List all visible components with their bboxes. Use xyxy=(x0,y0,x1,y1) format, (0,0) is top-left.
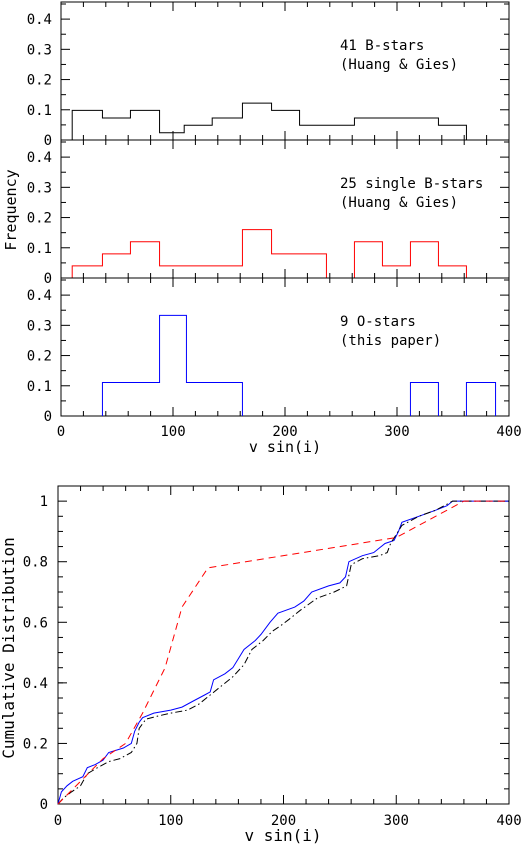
x-tick-label: 200 xyxy=(271,813,296,829)
y-tick-label: 0.8 xyxy=(23,555,48,571)
y-tick-label: 0.2 xyxy=(27,211,52,227)
x-tick-label: 400 xyxy=(496,424,521,440)
cumulative-figure: 0 0.2 0.4 0.6 0.8 1 0 100 200 300 400 v sin(i) Cumul… xyxy=(0,485,522,845)
histogram-step-line xyxy=(71,229,467,278)
x-tick-label: 100 xyxy=(160,424,185,440)
x-tick-label: 400 xyxy=(496,813,521,829)
cdf-frame xyxy=(57,485,510,805)
y-tick-label: 0.1 xyxy=(27,379,52,395)
y-tick-label: 0.3 xyxy=(27,42,52,58)
y-tick-label: 0.3 xyxy=(27,180,52,196)
x-tick-label: 300 xyxy=(384,424,409,440)
x-tick-label: 200 xyxy=(272,424,297,440)
y-tick-label: 0 xyxy=(40,797,48,813)
cdf-series-line-3 xyxy=(57,500,509,805)
panel-label: 9 O-stars xyxy=(340,314,416,330)
histogram-panel-2: 0 0.1 0.2 0.3 0.4 25 single B-stars (Huang & G… xyxy=(27,139,510,287)
y-tick-label: 0.1 xyxy=(27,241,52,257)
histogram-panel-1: 0 0.1 0.2 0.3 0.4 41 B-stars (Huang & Gies) xyxy=(27,1,510,149)
y-tick-label: 0.4 xyxy=(27,150,52,166)
panel-label: 41 B-stars xyxy=(340,38,424,54)
x-tick-label: 100 xyxy=(158,813,183,829)
y-axis-label: Cumulative Distribution xyxy=(0,537,18,759)
x-tick-label: 300 xyxy=(384,813,409,829)
y-tick-label: 0.2 xyxy=(27,349,52,365)
y-tick-label: 0.1 xyxy=(27,103,52,119)
y-tick-label: 0.4 xyxy=(27,288,52,304)
histogram-step-line xyxy=(101,314,497,416)
x-axis-label: v sin(i) xyxy=(249,438,321,456)
histogram-figure: 00.10.20.30.441 B-stars(Huang & Gies)00.… xyxy=(2,1,522,456)
cdf-series-line-2 xyxy=(57,500,509,805)
panel-label: (Huang & Gies) xyxy=(340,195,458,211)
y-tick-label: 1 xyxy=(40,494,48,510)
y-tick-label: 0 xyxy=(44,271,52,287)
x-axis-label: v sin(i) xyxy=(244,826,321,845)
panel-label: 25 single B-stars xyxy=(340,176,483,192)
panel-label: (this paper) xyxy=(340,333,441,349)
y-tick-label: 0.4 xyxy=(23,676,48,692)
panel-frame xyxy=(60,277,510,417)
y-tick-label: 0 xyxy=(44,409,52,425)
y-tick-label: 0.2 xyxy=(27,73,52,89)
panel-label: (Huang & Gies) xyxy=(340,57,458,73)
y-tick-label: 0.3 xyxy=(27,318,52,334)
histogram-step-line xyxy=(71,102,467,140)
cdf-series-line-1 xyxy=(57,500,509,805)
y-tick-label: 0.6 xyxy=(23,615,48,631)
histogram-panel-3: 0 0.1 0.2 0.3 0.4 9 O-stars (this paper) 0 100 20… xyxy=(27,277,522,440)
y-tick-label: 0.4 xyxy=(27,12,52,28)
y-tick-label: 0.2 xyxy=(23,736,48,752)
x-tick-label: 0 xyxy=(57,424,65,440)
y-tick-label: 0 xyxy=(44,133,52,149)
y-axis-label: Frequency xyxy=(2,169,20,250)
x-tick-label: 0 xyxy=(54,813,62,829)
